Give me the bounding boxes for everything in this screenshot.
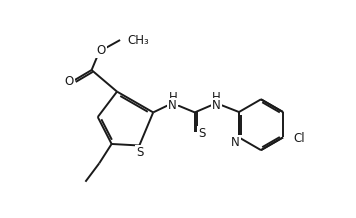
Text: CH₃: CH₃ <box>128 34 150 47</box>
Text: O: O <box>65 75 74 88</box>
Text: N: N <box>231 136 240 149</box>
Text: O: O <box>96 44 105 56</box>
Text: N: N <box>212 99 221 112</box>
Text: N: N <box>168 99 177 112</box>
Text: H: H <box>169 90 178 104</box>
Text: H: H <box>212 90 221 104</box>
Text: S: S <box>198 128 205 140</box>
Text: S: S <box>136 146 144 159</box>
Text: Cl: Cl <box>293 133 305 145</box>
